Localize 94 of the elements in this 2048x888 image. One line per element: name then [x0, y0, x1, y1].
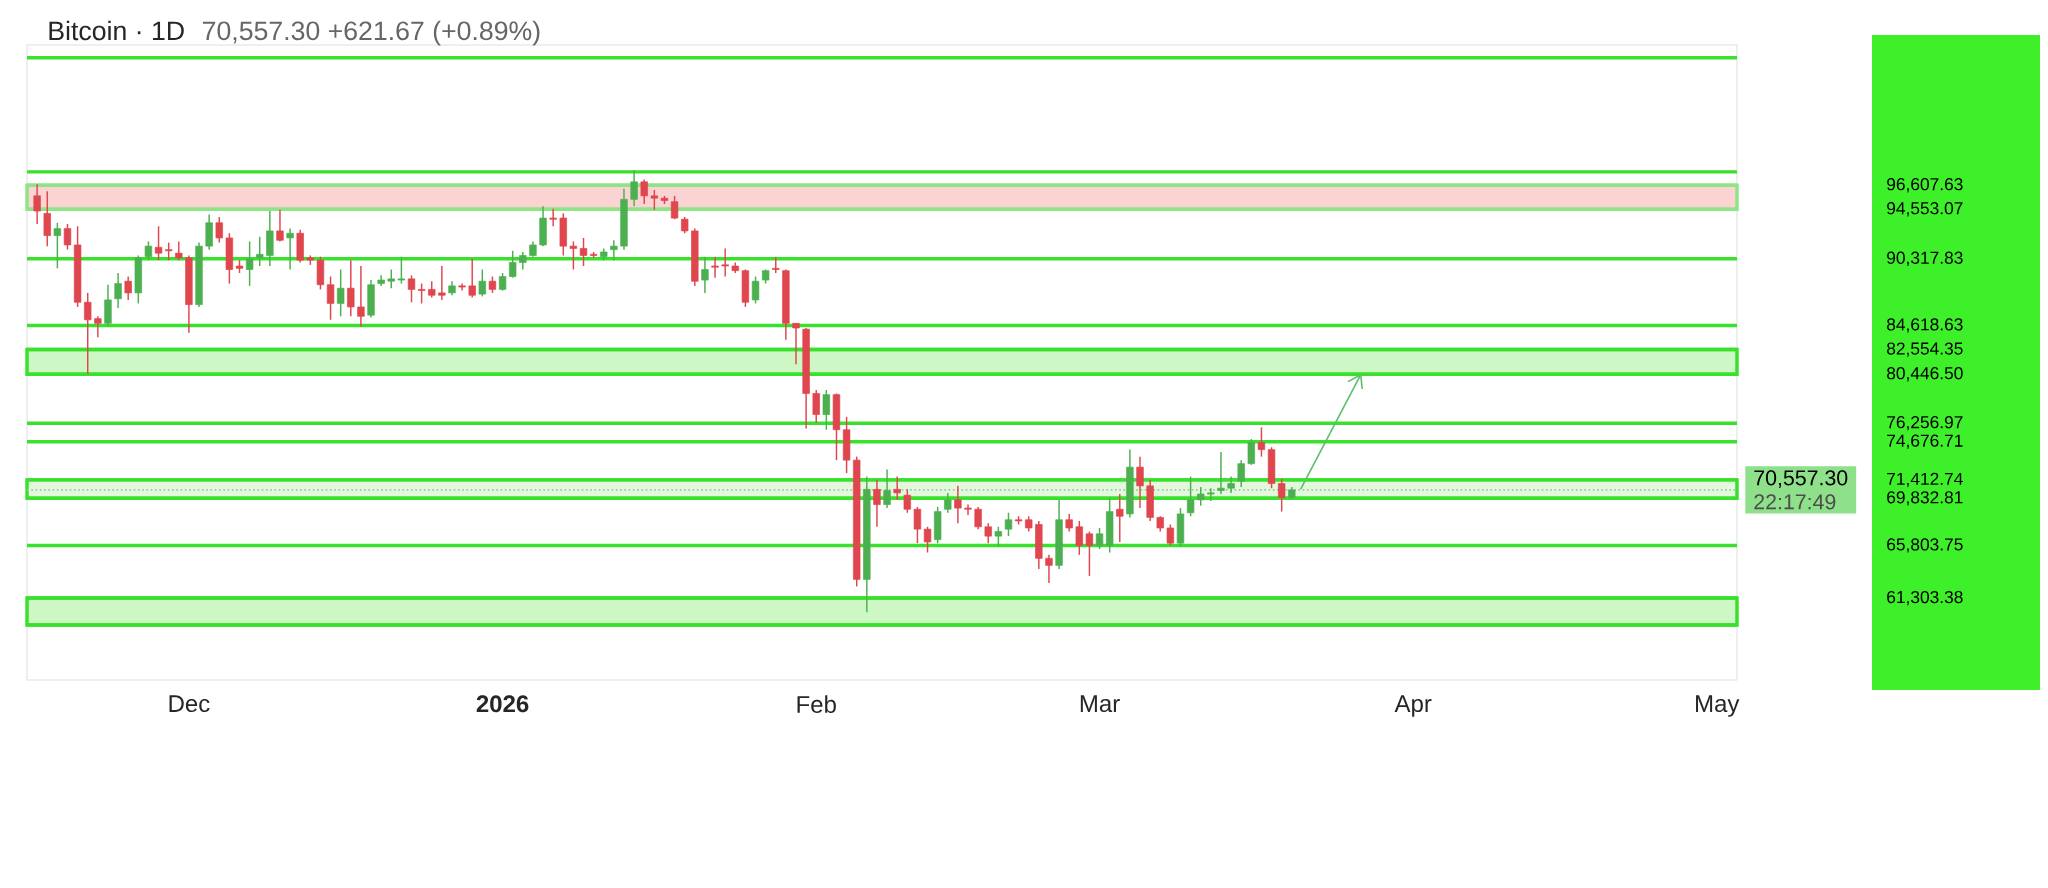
- candlestick: [650, 189, 659, 211]
- candlestick: [1095, 527, 1104, 550]
- candlestick: [326, 275, 335, 321]
- x-tick-label: Feb: [797, 695, 836, 713]
- candlestick: [417, 282, 426, 305]
- candlestick: [1166, 523, 1175, 547]
- x-tick-label: 2026: [476, 695, 529, 713]
- candlestick: [812, 389, 820, 424]
- candlestick: [124, 275, 132, 301]
- candlestick: [205, 213, 213, 251]
- candlestick: [468, 258, 476, 299]
- candlestick: [276, 209, 284, 243]
- candlestick: [1207, 487, 1215, 502]
- text: 22:17:49: [1754, 494, 1836, 510]
- x-tick-label: May: [1696, 695, 1740, 717]
- ref-line-label: 70,557.30: [1754, 470, 1848, 488]
- candlestick: [1217, 451, 1225, 495]
- candlestick: [1247, 438, 1255, 466]
- candlestick: [751, 275, 760, 305]
- candlestick: [438, 265, 446, 301]
- candlestick: [984, 522, 992, 544]
- candlestick: [822, 389, 831, 431]
- candlestick: [974, 506, 982, 530]
- candlestick: [1277, 478, 1286, 513]
- candlestick: [883, 468, 891, 509]
- candlestick: [286, 227, 294, 271]
- candlestick: [84, 292, 92, 375]
- candlestick: [701, 255, 709, 294]
- candlestick: [347, 259, 355, 318]
- candlestick: [903, 488, 911, 514]
- candlestick: [94, 315, 102, 339]
- candlestick: [1197, 486, 1205, 507]
- x-tick-label: Apr: [1394, 695, 1432, 717]
- y-tick-label: 65,803.75: [1887, 538, 1963, 553]
- candlestick: [357, 265, 365, 328]
- y-tick-label: 96,607.63: [1887, 178, 1963, 193]
- candlestick: [154, 225, 163, 261]
- candlestick: [1237, 459, 1245, 488]
- candlestick: [913, 506, 922, 544]
- y-tick-label: 90,317.83: [1887, 251, 1963, 266]
- y-tick-label: 82,554.35: [1887, 342, 1963, 357]
- y-tick-label: 80,446.50: [1887, 367, 1963, 382]
- candlestick: [387, 268, 395, 289]
- candlestick: [245, 240, 254, 287]
- y-tick-label: 76,256.97: [1887, 416, 1963, 431]
- candlestick: [1045, 554, 1053, 584]
- candlestick: [964, 503, 972, 516]
- candlestick: [114, 272, 122, 309]
- x-tick-label: Mar: [1080, 695, 1120, 713]
- candlestick: [63, 223, 72, 251]
- candlestick: [549, 207, 557, 227]
- candlestick: [478, 268, 487, 298]
- candlestick: [1186, 475, 1195, 517]
- candlestick: [640, 178, 648, 205]
- candlestick: [954, 485, 962, 525]
- candlestick: [175, 240, 183, 261]
- candlestick: [923, 526, 932, 554]
- candlestick: [579, 237, 588, 267]
- x-tick-label: Dec: [169, 695, 210, 713]
- y-tick-label: 71,412.74: [1887, 472, 1963, 488]
- candlestick: [397, 255, 406, 285]
- candlestick: [104, 283, 112, 328]
- candlestick: [509, 250, 517, 279]
- candlestick: [610, 239, 618, 261]
- candlestick: [893, 475, 901, 501]
- candlestick: [873, 479, 881, 528]
- candlestick: [1085, 530, 1094, 577]
- chart-subtitle: 70,557.30 +621.67 (+0.89%): [203, 20, 540, 46]
- y-tick-label: 84,618.63: [1887, 318, 1963, 333]
- candlestick: [994, 526, 1003, 548]
- candlestick: [256, 236, 264, 267]
- candlestick: [1116, 493, 1124, 543]
- candlestick: [33, 183, 41, 225]
- y-tick-label: 94,553.07: [1887, 202, 1963, 217]
- candlestick: [1004, 512, 1013, 537]
- candlestick: [1257, 426, 1266, 458]
- candlestick: [630, 169, 638, 208]
- candlestick: [1136, 455, 1144, 509]
- candlestick: [144, 240, 153, 261]
- candlestick: [792, 322, 800, 365]
- candlestick: [711, 255, 719, 279]
- y-tick-label: 69,832.81: [1887, 491, 1963, 506]
- candlestick: [53, 222, 62, 270]
- candlestick: [1075, 520, 1083, 556]
- candlestick: [569, 240, 578, 271]
- candlestick: [407, 274, 416, 303]
- candlestick: [944, 492, 952, 514]
- candlestick: [721, 247, 729, 278]
- chart-title: Bitcoin · 1D: [49, 20, 184, 41]
- y-tick-label: 61,303.38: [1887, 590, 1963, 606]
- candlestick: [337, 268, 345, 318]
- y-tick-label: 74,676.71: [1887, 434, 1963, 449]
- candlestick: [43, 190, 51, 247]
- candlestick: [215, 216, 223, 244]
